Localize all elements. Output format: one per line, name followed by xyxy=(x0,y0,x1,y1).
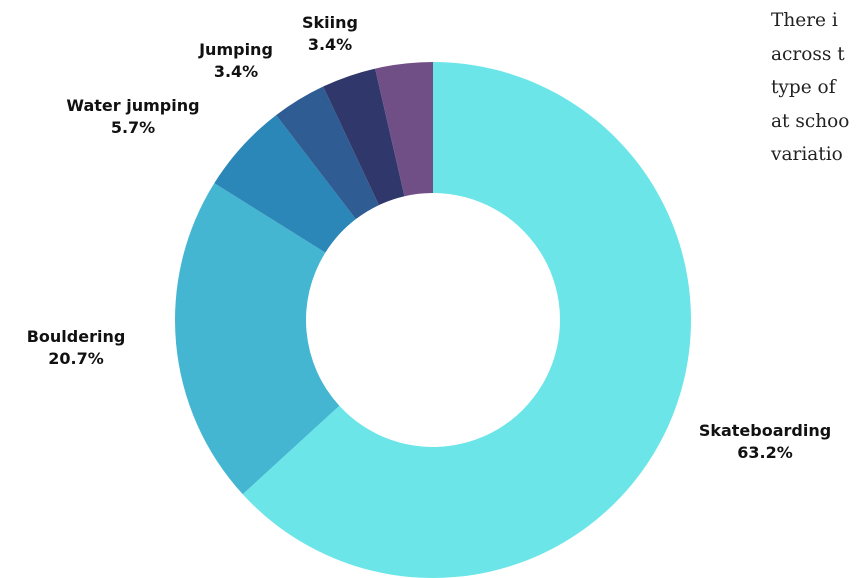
body-text-line: type of xyxy=(771,77,836,98)
slice-label: Skateboarding xyxy=(699,421,831,440)
body-text: There i across t type of at schoo variat… xyxy=(771,4,866,172)
slice-value-label: 20.7% xyxy=(48,349,104,368)
slice-label: Bouldering xyxy=(27,327,126,346)
slice-unlabeled xyxy=(375,62,433,197)
slice-water-jumping xyxy=(214,115,356,253)
slice-value-label: 3.4% xyxy=(214,62,258,81)
body-text-line: across t xyxy=(771,43,845,65)
slice-skateboarding xyxy=(242,62,692,578)
slice-skiing xyxy=(323,68,405,206)
slice-bouldering xyxy=(174,183,340,495)
body-text-line: variatio xyxy=(771,144,843,165)
body-text-line: There i xyxy=(771,10,838,31)
slice-value-label: 63.2% xyxy=(737,443,793,462)
slice-label: Skiing xyxy=(302,13,358,32)
slice-label: Water jumping xyxy=(66,96,199,115)
slice-jumping xyxy=(276,86,379,220)
slice-value-label: 3.4% xyxy=(308,35,352,54)
slice-value-label: 5.7% xyxy=(111,118,155,137)
body-text-line: at schoo xyxy=(771,110,850,132)
slice-label: Jumping xyxy=(198,40,273,59)
